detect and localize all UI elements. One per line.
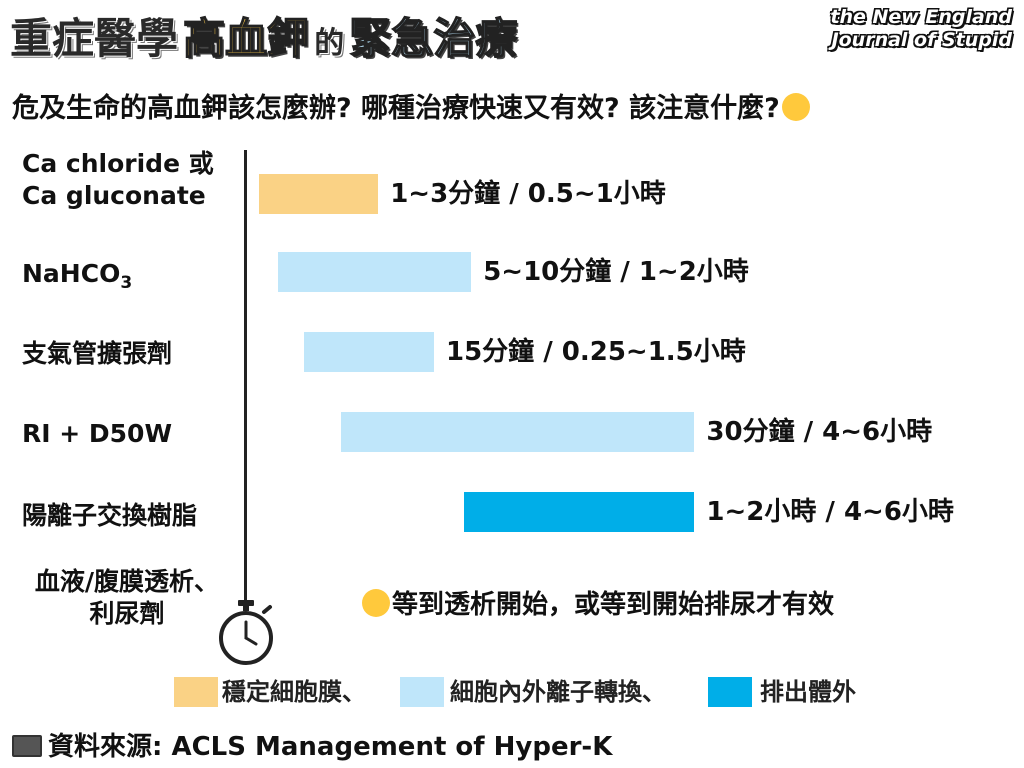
category-label-ri-d50w: RI + D50W xyxy=(22,419,173,448)
value-label-resin: 1~2小時 / 4~6小時 xyxy=(706,497,954,527)
value-label-calcium: 1~3分鐘 / 0.5~1小時 xyxy=(390,179,666,209)
category-label-calcium: Ca chloride 或 Ca gluconate xyxy=(22,148,214,212)
time-axis-line xyxy=(244,150,247,602)
category-label-bronchodilator: 支氣管擴張劑 xyxy=(22,339,173,368)
brand-line-1: the New England xyxy=(830,6,1012,28)
subtitle: 危及生命的高血鉀該怎麼辦? 哪種治療快速又有效? 該注意什麼? xyxy=(12,86,810,125)
bar-nahco3 xyxy=(277,252,472,292)
monitor-icon xyxy=(12,734,42,757)
category-label-nahco3-base: NaHCO xyxy=(22,259,121,288)
dialysis-note: 等到透析開始，或等到開始排尿才有效 xyxy=(360,584,834,621)
brand-logo: the New England Journal of Stupid xyxy=(830,6,1012,52)
title-part-emergency-treatment: 緊急治療 xyxy=(349,13,519,64)
legend-swatch-shift xyxy=(400,677,444,707)
category-label-dialysis: 血液/腹膜透析、 利尿劑 xyxy=(22,566,232,630)
title-part-of: 的 xyxy=(314,26,345,61)
anxious-sweat-face-icon xyxy=(781,92,810,121)
bar-calcium xyxy=(259,174,379,214)
legend-swatch-membrane xyxy=(174,677,218,707)
category-label-nahco3: NaHCO3 xyxy=(22,258,132,299)
legend-label-shift: 細胞內外離子轉換、 xyxy=(450,678,666,706)
bar-resin xyxy=(463,492,695,532)
brand-line-2: Journal of Stupid xyxy=(831,29,1012,51)
legend-swatch-excrete xyxy=(708,677,752,707)
chart-legend: 穩定細胞膜、 細胞內外離子轉換、 排出體外 xyxy=(0,676,1024,708)
subtitle-text: 危及生命的高血鉀該怎麼辦? 哪種治療快速又有效? 該注意什麼? xyxy=(12,93,780,124)
value-label-bronchodilator: 15分鐘 / 0.25~1.5小時 xyxy=(446,337,746,367)
legend-label-excrete: 排出體外 xyxy=(760,678,856,706)
category-label-resin: 陽離子交換樹脂 xyxy=(22,501,198,530)
source-text: 資料來源: ACLS Management of Hyper-K xyxy=(48,732,613,762)
category-label-dialysis-line1: 血液/腹膜透析、 xyxy=(34,567,220,596)
stopwatch-icon xyxy=(219,600,273,665)
value-label-ri-d50w: 30分鐘 / 4~6小時 xyxy=(706,417,933,447)
value-label-nahco3: 5~10分鐘 / 1~2小時 xyxy=(483,257,749,287)
title-part-hyperkalemia: 高血鉀 xyxy=(182,13,310,64)
bar-ri-d50w xyxy=(341,412,695,452)
legend-label-membrane: 穩定細胞膜、 xyxy=(222,678,366,706)
category-label-dialysis-line2: 利尿劑 xyxy=(89,599,165,628)
dialysis-note-text: 等到透析開始，或等到開始排尿才有效 xyxy=(392,590,835,620)
category-label-calcium-line2: Ca gluconate xyxy=(22,181,206,210)
bar-bronchodilator xyxy=(303,332,434,372)
source-footer: 資料來源: ACLS Management of Hyper-K xyxy=(12,726,612,763)
category-label-calcium-line1: Ca chloride 或 xyxy=(22,149,214,178)
page-title: 重症醫學 高血鉀 的 緊急治療 xyxy=(10,6,519,72)
title-part-critical-care: 重症醫學 xyxy=(10,14,179,63)
category-label-nahco3-sub: 3 xyxy=(120,273,133,293)
upside-down-face-icon xyxy=(362,588,390,617)
